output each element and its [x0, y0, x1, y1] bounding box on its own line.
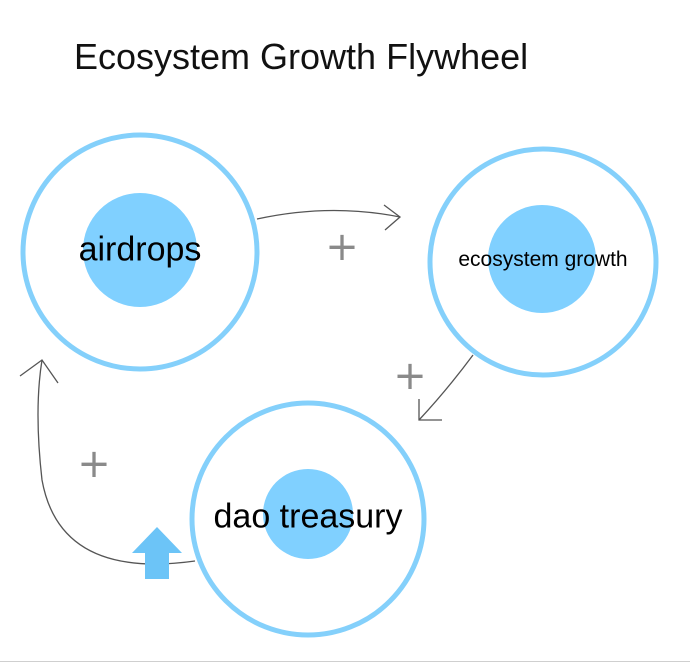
- node-dao-treasury-core: [263, 469, 353, 559]
- node-ecosystem-growth-core: [488, 205, 596, 313]
- bottom-divider: [0, 661, 690, 662]
- node-dao-treasury-label: dao treasury: [213, 497, 403, 536]
- node-ecosystem-growth-label: ecosystem growth: [458, 248, 628, 271]
- edge-growth-to-treasury-polarity: +: [393, 353, 427, 399]
- node-airdrops-core: [83, 193, 197, 307]
- node-ecosystem-growth: [427, 146, 659, 378]
- node-dao-treasury: [189, 400, 427, 638]
- arrowhead-treasury: [418, 399, 442, 421]
- edge-treasury-to-airdrops-polarity: +: [77, 441, 111, 487]
- edge-airdrops-to-growth-polarity: +: [325, 224, 359, 270]
- arrowhead-growth: [383, 204, 402, 231]
- arrowhead-airdrops: [19, 359, 59, 384]
- edge-growth-to-treasury: [418, 354, 474, 421]
- edge-airdrops-to-growth: [256, 209, 401, 220]
- up-arrow-icon: [132, 527, 182, 579]
- node-airdrops: [20, 132, 260, 372]
- diagram-title: Ecosystem Growth Flywheel: [74, 36, 529, 77]
- node-airdrops-label: airdrops: [78, 230, 202, 269]
- edge-treasury-to-airdrops: [37, 359, 196, 565]
